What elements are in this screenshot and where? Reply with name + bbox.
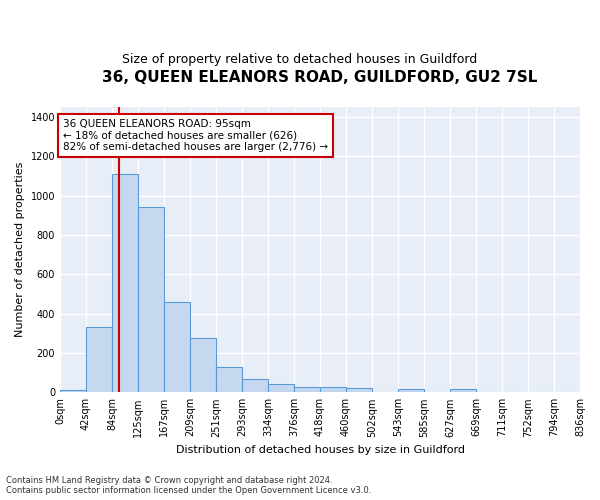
Bar	[346, 388, 372, 392]
Text: 36 QUEEN ELEANORS ROAD: 95sqm
← 18% of detached houses are smaller (626)
82% of : 36 QUEEN ELEANORS ROAD: 95sqm ← 18% of d…	[63, 119, 328, 152]
Bar	[398, 390, 424, 392]
Bar	[112, 174, 138, 392]
Bar	[216, 366, 242, 392]
Bar	[242, 378, 268, 392]
Bar	[138, 208, 164, 392]
Text: Contains HM Land Registry data © Crown copyright and database right 2024.
Contai: Contains HM Land Registry data © Crown c…	[6, 476, 371, 495]
Title: 36, QUEEN ELEANORS ROAD, GUILDFORD, GU2 7SL: 36, QUEEN ELEANORS ROAD, GUILDFORD, GU2 …	[103, 70, 538, 85]
X-axis label: Distribution of detached houses by size in Guildford: Distribution of detached houses by size …	[176, 445, 464, 455]
Bar	[190, 338, 216, 392]
Text: Size of property relative to detached houses in Guildford: Size of property relative to detached ho…	[122, 52, 478, 66]
Bar	[294, 388, 320, 392]
Bar	[320, 388, 346, 392]
Bar	[60, 390, 86, 392]
Bar	[268, 384, 294, 392]
Bar	[86, 328, 112, 392]
Bar	[164, 302, 190, 392]
Bar	[450, 390, 476, 392]
Y-axis label: Number of detached properties: Number of detached properties	[15, 162, 25, 338]
